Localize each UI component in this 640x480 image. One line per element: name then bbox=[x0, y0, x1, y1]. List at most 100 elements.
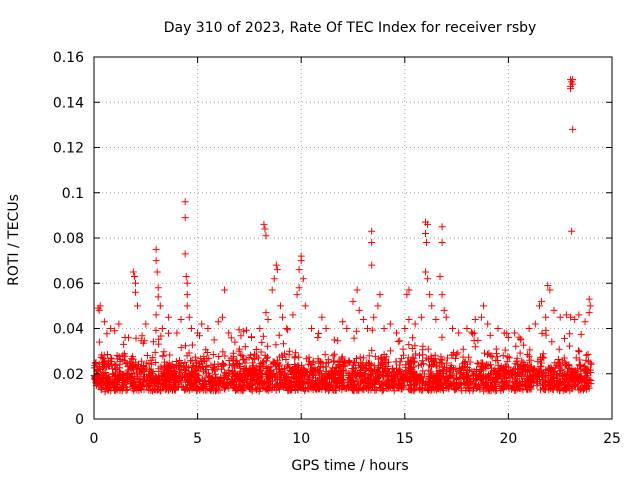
data-point bbox=[403, 291, 411, 299]
y-tick-label: 0.1 bbox=[62, 186, 84, 202]
data-point bbox=[538, 297, 546, 305]
data-point bbox=[225, 329, 233, 337]
data-point bbox=[295, 284, 303, 292]
data-point bbox=[517, 336, 525, 344]
data-point bbox=[349, 297, 357, 305]
data-point bbox=[484, 320, 492, 328]
data-point bbox=[426, 291, 434, 299]
data-point bbox=[586, 302, 594, 310]
data-point bbox=[156, 302, 164, 310]
data-point bbox=[177, 315, 185, 323]
data-point bbox=[154, 293, 162, 301]
data-point bbox=[376, 291, 384, 299]
data-point bbox=[438, 223, 446, 231]
y-tick-label: 0.08 bbox=[53, 231, 84, 247]
data-point bbox=[343, 325, 351, 332]
data-point bbox=[405, 315, 413, 323]
data-point bbox=[318, 313, 326, 321]
data-point bbox=[556, 313, 564, 321]
data-point bbox=[455, 329, 463, 337]
data-point bbox=[268, 286, 276, 294]
data-point bbox=[339, 318, 347, 326]
data-point bbox=[463, 325, 471, 332]
data-point bbox=[368, 261, 376, 269]
x-tick-label: 10 bbox=[292, 431, 310, 447]
data-point bbox=[368, 239, 376, 247]
data-point bbox=[115, 320, 123, 328]
data-point bbox=[424, 220, 432, 228]
data-point bbox=[368, 227, 376, 235]
data-point bbox=[448, 325, 456, 332]
x-tick-label: 25 bbox=[603, 431, 621, 447]
data-point bbox=[218, 313, 226, 321]
data-point bbox=[183, 291, 191, 299]
data-point bbox=[494, 325, 502, 332]
data-point bbox=[370, 313, 378, 321]
data-point bbox=[423, 239, 431, 247]
chart-title: Day 310 of 2023, Rate Of TEC Index for r… bbox=[164, 20, 537, 36]
data-point bbox=[276, 302, 284, 310]
data-point bbox=[500, 329, 508, 337]
data-point bbox=[297, 257, 305, 265]
data-points bbox=[94, 76, 594, 355]
data-point bbox=[289, 311, 297, 319]
data-point bbox=[247, 334, 255, 342]
data-point bbox=[261, 225, 269, 233]
data-point bbox=[131, 288, 139, 296]
data-point bbox=[131, 279, 139, 287]
data-point bbox=[107, 325, 115, 332]
data-point bbox=[585, 309, 593, 317]
y-tick-label: 0.04 bbox=[53, 322, 84, 338]
data-point bbox=[152, 311, 160, 319]
data-point bbox=[364, 325, 372, 332]
grid bbox=[94, 57, 612, 419]
data-point bbox=[181, 198, 189, 206]
data-point bbox=[204, 325, 212, 332]
axis-ticks bbox=[93, 56, 613, 420]
data-point bbox=[210, 336, 218, 344]
data-point bbox=[152, 257, 160, 265]
data-point bbox=[256, 325, 264, 332]
data-point bbox=[569, 125, 577, 133]
data-point bbox=[436, 272, 444, 280]
data-point bbox=[152, 245, 160, 253]
x-tick-label: 15 bbox=[396, 431, 414, 447]
data-point bbox=[438, 291, 446, 299]
data-point bbox=[154, 284, 162, 292]
data-point bbox=[330, 336, 338, 344]
data-point bbox=[581, 318, 589, 326]
data-point bbox=[183, 302, 191, 310]
data-point bbox=[100, 318, 108, 326]
data-point bbox=[355, 306, 363, 314]
data-point bbox=[295, 266, 303, 274]
data-point bbox=[185, 313, 193, 321]
data-point bbox=[96, 302, 104, 310]
data-point bbox=[322, 325, 330, 332]
y-tick-label: 0.06 bbox=[53, 276, 84, 292]
data-point bbox=[260, 220, 268, 228]
data-point bbox=[550, 306, 558, 314]
data-point bbox=[511, 329, 519, 337]
data-point bbox=[438, 239, 446, 247]
data-point bbox=[173, 329, 181, 337]
data-point bbox=[270, 275, 278, 283]
x-tick-label: 20 bbox=[499, 431, 517, 447]
data-point bbox=[142, 320, 150, 328]
data-point bbox=[546, 286, 554, 294]
data-point bbox=[442, 313, 450, 321]
data-point bbox=[422, 229, 430, 237]
data-point bbox=[374, 302, 382, 310]
x-tick-label: 5 bbox=[193, 431, 202, 447]
data-point bbox=[272, 261, 280, 269]
data-point bbox=[569, 76, 577, 84]
data-point bbox=[567, 85, 575, 93]
data-point bbox=[262, 309, 270, 317]
data-point bbox=[134, 302, 142, 310]
data-point bbox=[262, 232, 270, 240]
data-point bbox=[235, 347, 243, 355]
data-point bbox=[283, 325, 291, 332]
data-point bbox=[165, 313, 173, 321]
y-tick-labels: 0 0.02 0.04 0.06 0.08 0.1 0.12 0.14 0.16 bbox=[53, 50, 84, 428]
data-point bbox=[424, 275, 432, 283]
